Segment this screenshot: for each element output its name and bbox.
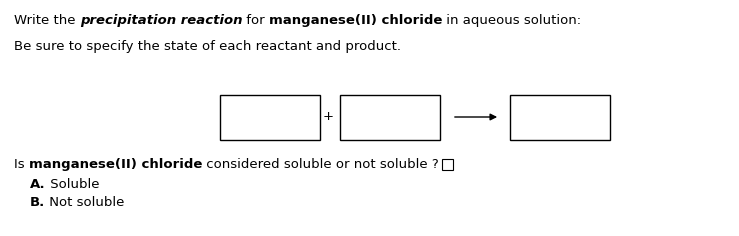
Text: precipitation reaction: precipitation reaction <box>80 14 242 27</box>
Text: B.: B. <box>30 196 45 209</box>
Text: Be sure to specify the state of each reactant and product.: Be sure to specify the state of each rea… <box>14 40 401 53</box>
Bar <box>220 95 320 140</box>
Text: in aqueous solution:: in aqueous solution: <box>443 14 582 27</box>
Text: Is: Is <box>14 158 29 171</box>
Text: +: + <box>322 110 333 123</box>
Text: for: for <box>242 14 269 27</box>
Bar <box>442 159 453 170</box>
Text: manganese(II) chloride: manganese(II) chloride <box>29 158 202 171</box>
Text: A.: A. <box>30 178 46 191</box>
Text: considered soluble or not soluble ?: considered soluble or not soluble ? <box>202 158 439 171</box>
Text: Not soluble: Not soluble <box>45 196 125 209</box>
Bar <box>510 95 610 140</box>
Bar <box>340 95 440 140</box>
Text: Write the: Write the <box>14 14 80 27</box>
Text: manganese(II) chloride: manganese(II) chloride <box>269 14 443 27</box>
Text: Soluble: Soluble <box>46 178 99 191</box>
